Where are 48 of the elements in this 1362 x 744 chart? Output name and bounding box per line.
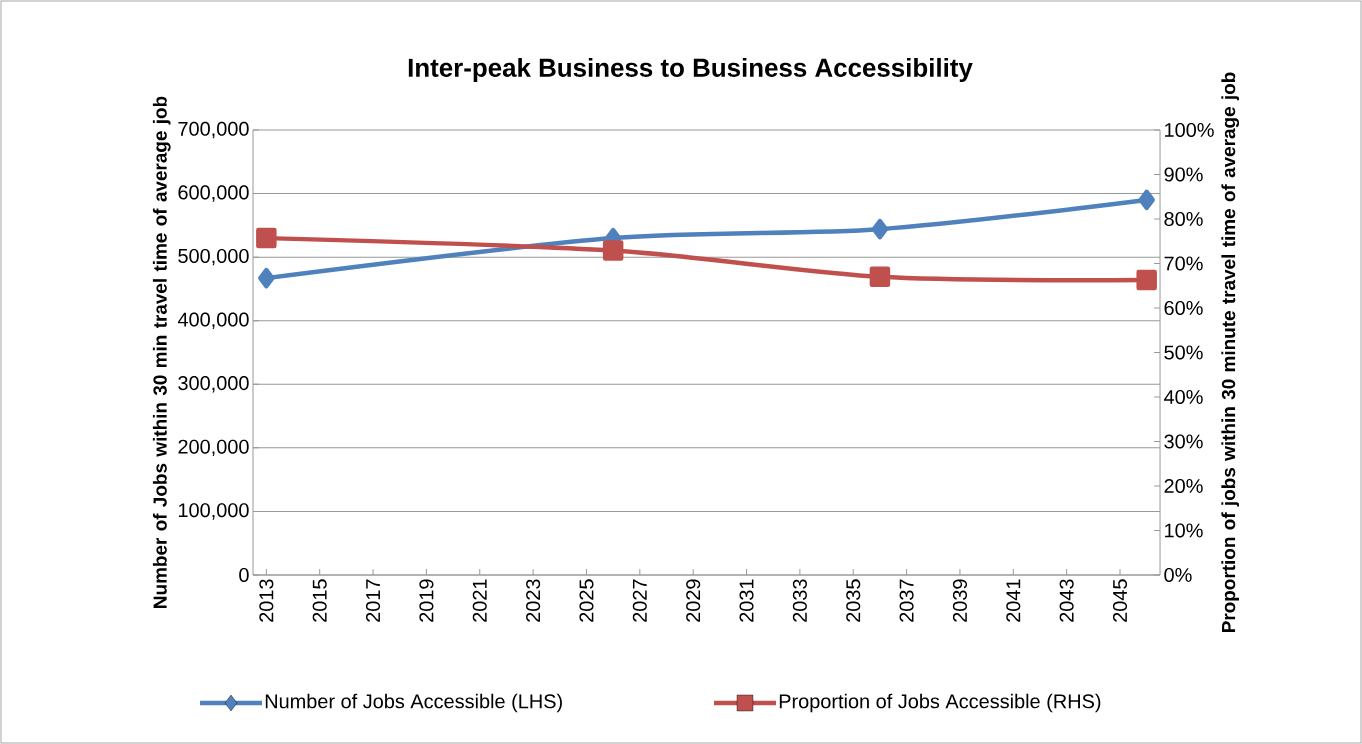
x-tick-label: 2027	[632, 579, 647, 622]
y-axis-title: Number of Jobs within 30 min travel time of average job	[152, 96, 171, 608]
x-tick-label: 2031	[739, 579, 754, 622]
legend-label: Number of Jobs Accessible (LHS)	[265, 693, 562, 713]
x-tick-label: 2045	[1112, 579, 1128, 622]
y2-tick-label: 30%	[1164, 434, 1203, 449]
y2-tick-label: 10%	[1165, 523, 1203, 538]
y-tick-label: 100,000	[178, 503, 249, 520]
y-tick-label: 200,000	[178, 439, 249, 457]
y-tick-label: 500,000	[178, 248, 249, 266]
y2-tick-label: 100%	[1165, 122, 1214, 138]
point	[602, 240, 624, 261]
x-tick-label: 2043	[1059, 579, 1074, 622]
point	[871, 218, 889, 240]
legend-label: Proportion of Jobs Accessible (RHS)	[779, 693, 1101, 713]
y-tick-label: 0	[239, 567, 249, 583]
x-tick-label: 2037	[899, 579, 914, 622]
point	[256, 227, 277, 249]
point	[1138, 189, 1155, 211]
x-tick-label: 2017	[366, 579, 381, 622]
x-tick-label: 2021	[472, 579, 487, 622]
y-tick-label: 600,000	[178, 185, 249, 202]
x-tick-label: 2033	[792, 579, 807, 622]
y2-axis-title: Proportion of jobs within 30 minute travel time of average job	[1221, 72, 1240, 633]
x-tick-label: 2029	[686, 579, 701, 622]
x-tick-label: 2039	[952, 579, 967, 622]
y2-tick-label: 40%	[1164, 389, 1203, 405]
y2-tick-label: 0%	[1164, 567, 1192, 583]
chart-title: Inter-peak Business to Business Accessibility	[408, 57, 973, 83]
point	[258, 267, 275, 289]
x-tick-label: 2019	[419, 579, 434, 622]
y-tick-label: 400,000	[177, 312, 249, 329]
y2-tick-label: 90%	[1164, 167, 1203, 182]
point	[1136, 269, 1157, 291]
y-tick-label: 700,000	[178, 121, 249, 139]
x-tick-label: 2023	[526, 579, 541, 622]
y2-tick-label: 20%	[1164, 478, 1203, 494]
y-tick-label: 300,000	[178, 376, 249, 393]
x-tick-label: 2015	[312, 579, 327, 622]
y2-tick-label: 80%	[1164, 211, 1203, 227]
x-tick-label: 2025	[579, 579, 594, 622]
y2-tick-label: 70%	[1164, 256, 1203, 271]
y2-tick-label: 50%	[1164, 345, 1203, 360]
x-tick-label: 2041	[1006, 579, 1021, 622]
y2-tick-label: 60%	[1164, 300, 1203, 316]
x-tick-label: 2035	[846, 579, 861, 622]
point	[869, 266, 891, 288]
x-tick-label: 2013	[259, 579, 274, 622]
